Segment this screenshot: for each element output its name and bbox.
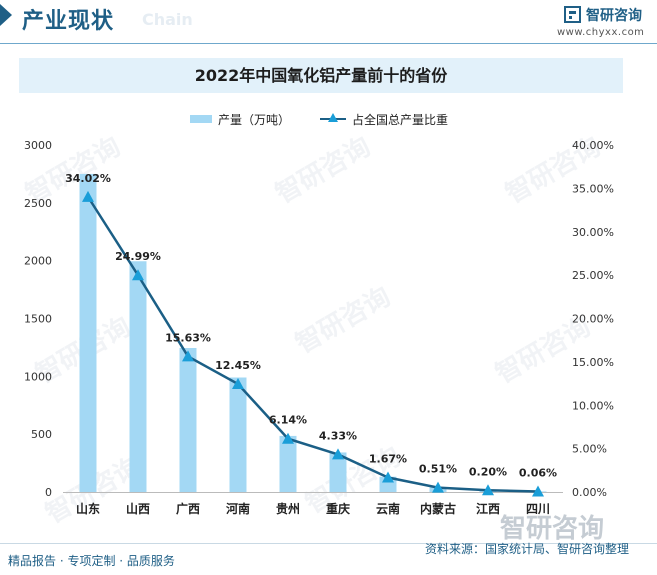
footer-slogan: 精品报告 · 专项定制 · 品质服务 [8, 552, 175, 569]
y-left-tick-label: 500 [31, 428, 52, 441]
y-right-tick-label: 10.00% [572, 399, 614, 412]
share-line [88, 197, 538, 492]
y-right-tick-label: 40.00% [572, 139, 614, 152]
y-right-tick-label: 15.00% [572, 356, 614, 369]
share-data-label: 4.33% [319, 429, 357, 442]
bar-production [230, 377, 247, 492]
share-data-label: 0.06% [519, 466, 557, 479]
bar-production [280, 436, 297, 492]
y-right-tick-label: 25.00% [572, 269, 614, 282]
y-left-tick-label: 1500 [24, 313, 52, 326]
y-left-tick-label: 0 [45, 486, 52, 499]
y-left-tick-label: 1000 [24, 370, 52, 383]
share-data-label: 12.45% [215, 359, 261, 372]
y-left-tick-label: 2500 [24, 197, 52, 210]
x-category-label: 山东 [76, 501, 100, 516]
y-right-tick-label: 20.00% [572, 313, 614, 326]
footer-brand-watermark: 智研咨询 [500, 508, 604, 545]
x-category-label: 山西 [126, 501, 150, 516]
y-right-tick-label: 30.00% [572, 226, 614, 239]
y-left-tick-label: 2000 [24, 255, 52, 268]
y-left-tick-label: 3000 [24, 139, 52, 152]
x-category-label: 云南 [376, 501, 400, 516]
y-right-tick-label: 0.00% [572, 486, 607, 499]
bar-production [130, 261, 147, 492]
share-data-label: 0.20% [469, 465, 507, 478]
y-right-tick-label: 35.00% [572, 182, 614, 195]
x-category-label: 重庆 [326, 501, 350, 516]
x-category-label: 内蒙古 [420, 501, 456, 516]
x-category-label: 河南 [225, 501, 250, 516]
x-category-label: 广西 [176, 501, 200, 516]
share-data-label: 6.14% [269, 414, 307, 427]
share-data-label: 24.99% [115, 250, 161, 263]
bar-production [80, 174, 97, 492]
share-data-label: 15.63% [165, 331, 211, 344]
share-data-label: 34.02% [65, 172, 111, 185]
bar-production [180, 348, 197, 492]
x-category-label: 江西 [476, 501, 500, 516]
share-data-label: 1.67% [369, 453, 407, 466]
share-data-label: 0.51% [419, 463, 457, 476]
x-category-label: 贵州 [276, 501, 300, 516]
y-right-tick-label: 5.00% [572, 443, 607, 456]
